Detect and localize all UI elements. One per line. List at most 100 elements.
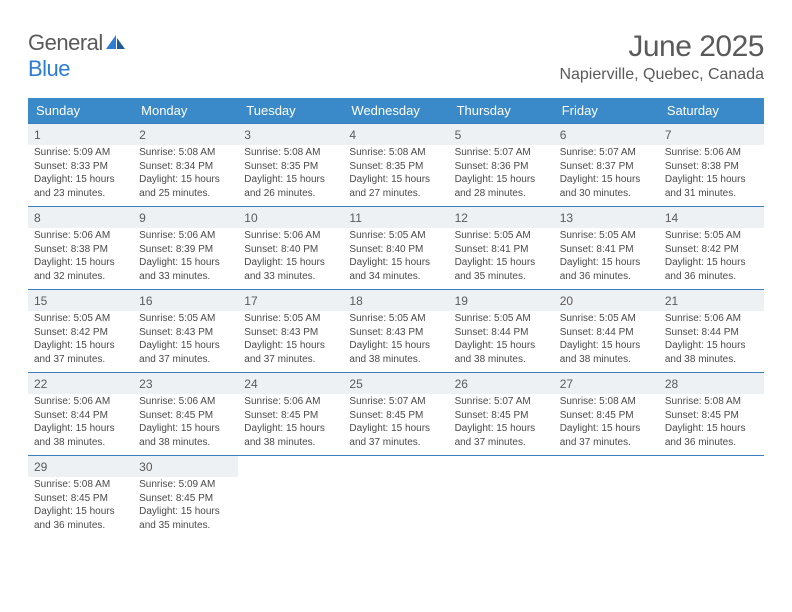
day-body: Sunrise: 5:08 AMSunset: 8:45 PMDaylight:… — [659, 395, 764, 453]
sunset-line: Sunset: 8:38 PM — [665, 160, 758, 174]
day-body: Sunrise: 5:05 AMSunset: 8:41 PMDaylight:… — [554, 229, 659, 287]
daylight-line: Daylight: 15 hours and 28 minutes. — [455, 173, 548, 200]
day-body: Sunrise: 5:05 AMSunset: 8:42 PMDaylight:… — [28, 312, 133, 370]
sunrise-line: Sunrise: 5:05 AM — [349, 312, 442, 326]
day-number: 27 — [554, 373, 659, 394]
day-cell: 4Sunrise: 5:08 AMSunset: 8:35 PMDaylight… — [343, 124, 448, 206]
daylight-line: Daylight: 15 hours and 32 minutes. — [34, 256, 127, 283]
day-cell: 27Sunrise: 5:08 AMSunset: 8:45 PMDayligh… — [554, 373, 659, 455]
day-body: Sunrise: 5:06 AMSunset: 8:40 PMDaylight:… — [238, 229, 343, 287]
daylight-line: Daylight: 15 hours and 23 minutes. — [34, 173, 127, 200]
day-number: 11 — [343, 207, 448, 228]
sunrise-line: Sunrise: 5:07 AM — [455, 395, 548, 409]
title-block: June 2025 Napierville, Quebec, Canada — [559, 30, 764, 84]
day-cell: 5Sunrise: 5:07 AMSunset: 8:36 PMDaylight… — [449, 124, 554, 206]
day-number: 22 — [28, 373, 133, 394]
sunset-line: Sunset: 8:40 PM — [349, 243, 442, 257]
day-cell: 16Sunrise: 5:05 AMSunset: 8:43 PMDayligh… — [133, 290, 238, 372]
sunrise-line: Sunrise: 5:05 AM — [34, 312, 127, 326]
daylight-line: Daylight: 15 hours and 30 minutes. — [560, 173, 653, 200]
header: General Blue June 2025 Napierville, Queb… — [28, 30, 764, 84]
daylight-line: Daylight: 15 hours and 38 minutes. — [34, 422, 127, 449]
day-body: Sunrise: 5:07 AMSunset: 8:45 PMDaylight:… — [449, 395, 554, 453]
weekday-header: Wednesday — [343, 98, 448, 123]
sunset-line: Sunset: 8:41 PM — [560, 243, 653, 257]
day-body: Sunrise: 5:08 AMSunset: 8:35 PMDaylight:… — [343, 146, 448, 204]
day-number: 21 — [659, 290, 764, 311]
empty-cell — [449, 456, 554, 538]
day-cell: 17Sunrise: 5:05 AMSunset: 8:43 PMDayligh… — [238, 290, 343, 372]
sunset-line: Sunset: 8:44 PM — [34, 409, 127, 423]
sunrise-line: Sunrise: 5:06 AM — [244, 395, 337, 409]
sunrise-line: Sunrise: 5:08 AM — [244, 146, 337, 160]
day-body: Sunrise: 5:05 AMSunset: 8:41 PMDaylight:… — [449, 229, 554, 287]
empty-cell — [659, 456, 764, 538]
day-number: 19 — [449, 290, 554, 311]
week-row: 22Sunrise: 5:06 AMSunset: 8:44 PMDayligh… — [28, 372, 764, 455]
daylight-line: Daylight: 15 hours and 37 minutes. — [455, 422, 548, 449]
day-number: 29 — [28, 456, 133, 477]
sunrise-line: Sunrise: 5:09 AM — [139, 478, 232, 492]
sunset-line: Sunset: 8:45 PM — [560, 409, 653, 423]
weekday-header: Thursday — [449, 98, 554, 123]
sunset-line: Sunset: 8:43 PM — [349, 326, 442, 340]
sunset-line: Sunset: 8:42 PM — [665, 243, 758, 257]
sunset-line: Sunset: 8:35 PM — [349, 160, 442, 174]
daylight-line: Daylight: 15 hours and 38 minutes. — [560, 339, 653, 366]
logo: General Blue — [28, 30, 127, 82]
sunrise-line: Sunrise: 5:05 AM — [244, 312, 337, 326]
sunrise-line: Sunrise: 5:08 AM — [349, 146, 442, 160]
day-cell: 25Sunrise: 5:07 AMSunset: 8:45 PMDayligh… — [343, 373, 448, 455]
sunset-line: Sunset: 8:43 PM — [244, 326, 337, 340]
day-number: 15 — [28, 290, 133, 311]
sunrise-line: Sunrise: 5:07 AM — [560, 146, 653, 160]
sunrise-line: Sunrise: 5:06 AM — [139, 229, 232, 243]
day-number: 23 — [133, 373, 238, 394]
daylight-line: Daylight: 15 hours and 26 minutes. — [244, 173, 337, 200]
day-number: 9 — [133, 207, 238, 228]
sunrise-line: Sunrise: 5:06 AM — [34, 229, 127, 243]
daylight-line: Daylight: 15 hours and 33 minutes. — [139, 256, 232, 283]
day-body: Sunrise: 5:05 AMSunset: 8:44 PMDaylight:… — [554, 312, 659, 370]
location: Napierville, Quebec, Canada — [559, 66, 764, 84]
week-row: 8Sunrise: 5:06 AMSunset: 8:38 PMDaylight… — [28, 206, 764, 289]
sunset-line: Sunset: 8:44 PM — [665, 326, 758, 340]
day-body: Sunrise: 5:05 AMSunset: 8:44 PMDaylight:… — [449, 312, 554, 370]
day-body: Sunrise: 5:08 AMSunset: 8:45 PMDaylight:… — [554, 395, 659, 453]
weekday-header-row: SundayMondayTuesdayWednesdayThursdayFrid… — [28, 98, 764, 123]
daylight-line: Daylight: 15 hours and 38 minutes. — [665, 339, 758, 366]
daylight-line: Daylight: 15 hours and 27 minutes. — [349, 173, 442, 200]
day-number: 25 — [343, 373, 448, 394]
logo-sail-icon — [105, 37, 127, 54]
day-number: 20 — [554, 290, 659, 311]
day-cell: 22Sunrise: 5:06 AMSunset: 8:44 PMDayligh… — [28, 373, 133, 455]
day-body: Sunrise: 5:06 AMSunset: 8:44 PMDaylight:… — [659, 312, 764, 370]
daylight-line: Daylight: 15 hours and 36 minutes. — [34, 505, 127, 532]
daylight-line: Daylight: 15 hours and 38 minutes. — [455, 339, 548, 366]
day-body: Sunrise: 5:09 AMSunset: 8:45 PMDaylight:… — [133, 478, 238, 536]
sunset-line: Sunset: 8:42 PM — [34, 326, 127, 340]
sunrise-line: Sunrise: 5:08 AM — [34, 478, 127, 492]
weekday-header: Monday — [133, 98, 238, 123]
sunrise-line: Sunrise: 5:05 AM — [560, 229, 653, 243]
day-body: Sunrise: 5:08 AMSunset: 8:35 PMDaylight:… — [238, 146, 343, 204]
empty-cell — [238, 456, 343, 538]
sunset-line: Sunset: 8:35 PM — [244, 160, 337, 174]
day-cell: 26Sunrise: 5:07 AMSunset: 8:45 PMDayligh… — [449, 373, 554, 455]
sunset-line: Sunset: 8:33 PM — [34, 160, 127, 174]
sunrise-line: Sunrise: 5:09 AM — [34, 146, 127, 160]
day-cell: 29Sunrise: 5:08 AMSunset: 8:45 PMDayligh… — [28, 456, 133, 538]
weekday-header: Saturday — [659, 98, 764, 123]
daylight-line: Daylight: 15 hours and 31 minutes. — [665, 173, 758, 200]
day-cell: 1Sunrise: 5:09 AMSunset: 8:33 PMDaylight… — [28, 124, 133, 206]
sunset-line: Sunset: 8:45 PM — [455, 409, 548, 423]
sunset-line: Sunset: 8:45 PM — [349, 409, 442, 423]
day-number: 2 — [133, 124, 238, 145]
day-body: Sunrise: 5:06 AMSunset: 8:38 PMDaylight:… — [28, 229, 133, 287]
sunrise-line: Sunrise: 5:07 AM — [349, 395, 442, 409]
day-number: 30 — [133, 456, 238, 477]
sunset-line: Sunset: 8:45 PM — [139, 409, 232, 423]
sunset-line: Sunset: 8:38 PM — [34, 243, 127, 257]
daylight-line: Daylight: 15 hours and 36 minutes. — [665, 256, 758, 283]
day-body: Sunrise: 5:05 AMSunset: 8:43 PMDaylight:… — [133, 312, 238, 370]
